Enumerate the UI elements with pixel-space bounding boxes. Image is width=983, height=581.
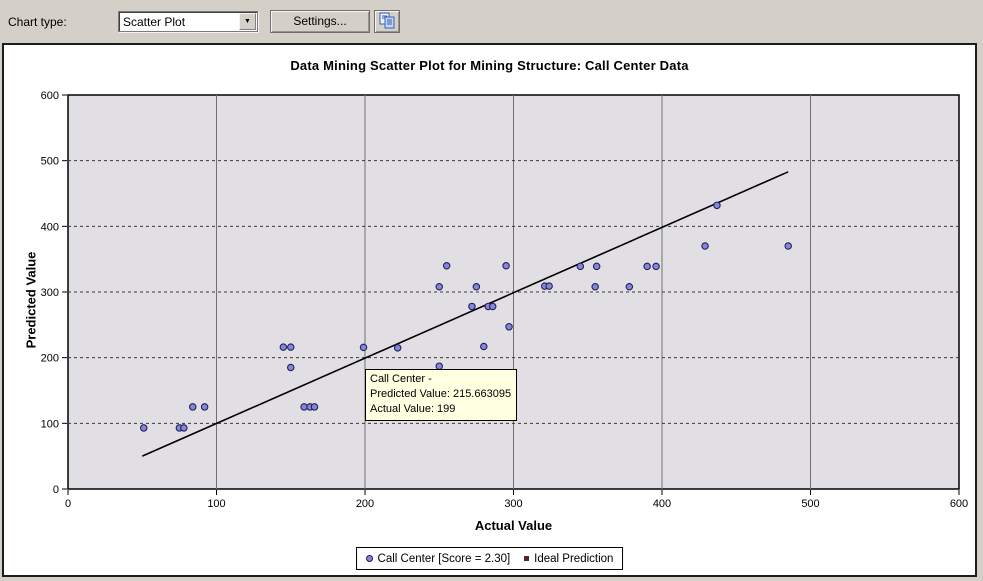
- x-axis-title: Actual Value: [474, 518, 553, 533]
- y-tick-label: 100: [41, 418, 59, 430]
- y-tick-label: 200: [41, 353, 59, 365]
- legend-item-call-center: Call Center [Score = 2.30]: [365, 552, 511, 565]
- x-tick-label: 100: [207, 498, 225, 510]
- y-tick-label: 400: [41, 221, 59, 233]
- data-point[interactable]: [784, 242, 792, 250]
- data-point[interactable]: [310, 403, 319, 411]
- data-point[interactable]: [393, 344, 402, 352]
- chart-legend: Call Center [Score = 2.30] Ideal Predict…: [355, 547, 624, 570]
- data-point[interactable]: [472, 282, 481, 291]
- data-point[interactable]: [713, 201, 721, 210]
- data-point[interactable]: [625, 282, 634, 291]
- tooltip-predicted-value: Predicted Value: 215.663095: [370, 388, 512, 400]
- data-point[interactable]: [286, 363, 295, 372]
- data-point[interactable]: [488, 302, 497, 311]
- data-point-tooltip: Call Center - Predicted Value: 215.66309…: [365, 369, 518, 421]
- data-point[interactable]: [701, 242, 709, 250]
- data-point[interactable]: [279, 343, 288, 351]
- y-tick-label: 600: [41, 90, 59, 102]
- data-point[interactable]: [592, 262, 601, 271]
- chart-title: Data Mining Scatter Plot for Mining Stru…: [290, 58, 689, 73]
- data-point[interactable]: [359, 343, 368, 352]
- data-point[interactable]: [502, 261, 510, 270]
- tooltip-actual-value: Actual Value: 199: [370, 403, 456, 415]
- data-point[interactable]: [652, 262, 660, 271]
- data-point[interactable]: [643, 262, 651, 271]
- data-point[interactable]: [286, 343, 295, 351]
- legend-item-ideal-prediction: Ideal Prediction: [524, 553, 613, 565]
- data-point[interactable]: [200, 403, 209, 411]
- x-tick-label: 200: [356, 498, 374, 510]
- ideal-prediction-line: [141, 171, 789, 457]
- data-point[interactable]: [180, 424, 188, 432]
- x-tick-label: 600: [950, 498, 968, 510]
- chevron-down-icon[interactable]: ▼: [239, 13, 256, 30]
- data-point[interactable]: [505, 323, 513, 331]
- chart-type-select[interactable]: Scatter Plot ▼: [118, 11, 258, 32]
- data-point[interactable]: [435, 282, 443, 291]
- x-tick-label: 0: [65, 498, 71, 510]
- x-tick-label: 300: [504, 498, 522, 510]
- data-point[interactable]: [576, 262, 585, 271]
- tooltip-series-name: Call Center -: [370, 373, 432, 385]
- data-point[interactable]: [468, 302, 476, 311]
- data-point[interactable]: [188, 403, 197, 411]
- toolbar: Chart type: Scatter Plot ▼ Settings...: [0, 0, 983, 43]
- x-tick-label: 500: [801, 498, 819, 510]
- y-tick-label: 500: [41, 156, 59, 168]
- chart-type-label: Chart type:: [8, 15, 67, 29]
- data-point[interactable]: [442, 261, 451, 270]
- legend-label: Ideal Prediction: [534, 552, 614, 565]
- y-tick-label: 300: [41, 287, 59, 299]
- legend-label: Call Center [Score = 2.30]: [377, 552, 511, 565]
- chart-panel: Data Mining Scatter Plot for Mining Stru…: [2, 43, 977, 577]
- line-marker-icon: [524, 556, 530, 561]
- y-tick-label: 0: [53, 484, 59, 496]
- data-point[interactable]: [480, 342, 488, 351]
- data-point[interactable]: [591, 282, 599, 291]
- copy-button[interactable]: [374, 10, 400, 33]
- chart-type-selected-value: Scatter Plot: [123, 14, 186, 29]
- x-tick-label: 400: [653, 498, 671, 510]
- data-point[interactable]: [139, 424, 148, 432]
- copy-icon: [378, 12, 396, 32]
- data-point[interactable]: [545, 282, 553, 290]
- scatter-chart[interactable]: 0 100 200 300 400 500 600 0 100 200 300 400 500 600: [4, 45, 975, 575]
- scatter-marker-icon: [365, 555, 373, 562]
- settings-button[interactable]: Settings...: [270, 10, 370, 33]
